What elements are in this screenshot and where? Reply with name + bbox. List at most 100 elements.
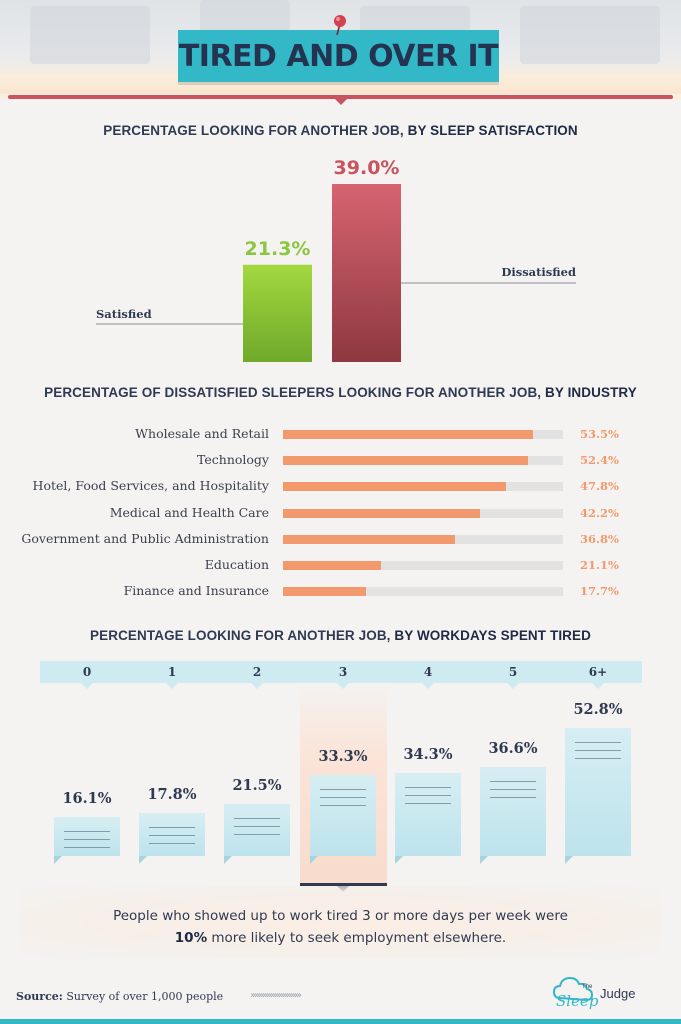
- industry-bar-track: [283, 430, 563, 439]
- industry-label: Finance and Insurance: [123, 583, 269, 599]
- note-fold: [54, 855, 62, 864]
- workday-tick: 0: [52, 661, 122, 689]
- workday-value-label: 36.6%: [488, 740, 538, 758]
- industry-row: Wholesale and Retail 53.5%: [0, 425, 681, 445]
- workday-tick: 4: [393, 661, 463, 689]
- workday-tick-label: 0: [82, 665, 92, 679]
- category-label-satisfied: Satisfied: [96, 307, 152, 321]
- title-banner: TIRED AND OVER IT: [178, 30, 499, 82]
- workday-tick: 2: [222, 661, 292, 689]
- highlight-baseline: [300, 883, 387, 886]
- industry-row: Technology 52.4%: [0, 451, 681, 471]
- chart-title-workdays-tired: PERCENTAGE LOOKING FOR ANOTHER JOB, BY W…: [0, 628, 681, 643]
- note-line: [149, 842, 195, 844]
- industry-bar: [283, 534, 455, 544]
- note-fold: [310, 855, 318, 864]
- note-line: [490, 789, 536, 791]
- note-line: [64, 846, 110, 848]
- callout-line-1: People who showed up to work tired 3 or …: [113, 908, 568, 924]
- pushpin-icon: [334, 15, 346, 36]
- sleep-satisfaction-chart: 21.3% 39.0% Satisfied Dissatisfied: [96, 157, 576, 362]
- note-line: [490, 797, 536, 799]
- note-fold: [395, 855, 403, 864]
- industry-bar: [283, 587, 366, 597]
- note-line: [234, 817, 280, 819]
- industry-value-label: 17.7%: [580, 584, 619, 599]
- industry-bar: [283, 430, 533, 439]
- industry-label: Hotel, Food Services, and Hospitality: [32, 478, 269, 494]
- industry-label: Education: [204, 557, 269, 572]
- workday-tick-label: 6+: [588, 665, 608, 679]
- note-line: [575, 742, 621, 743]
- industry-value-label: 53.5%: [580, 427, 619, 441]
- note-line: [405, 794, 451, 796]
- callout-background: [20, 886, 661, 958]
- category-label-dissatisfied: Dissatisfied: [501, 265, 576, 279]
- chart-title-emphasis: BY SLEEP SATISFACTION: [407, 123, 578, 138]
- source-label: Source:: [16, 990, 63, 1003]
- note-fold: [480, 855, 488, 864]
- bar-satisfied: [243, 264, 312, 362]
- workday-tick: 1: [137, 661, 207, 689]
- note-line: [575, 750, 621, 751]
- industry-bar-track: [283, 508, 563, 518]
- tick-pointer: [166, 683, 178, 689]
- workday-bar: [565, 728, 631, 864]
- tick-pointer: [81, 683, 93, 689]
- industry-value-label: 21.1%: [580, 558, 619, 572]
- workday-tick-label: 3: [338, 665, 348, 679]
- chart-title-industry: PERCENTAGE OF DISSATISFIED SLEEPERS LOOK…: [0, 385, 681, 400]
- workday-bar: [310, 775, 376, 864]
- page-title: TIRED AND OVER IT: [178, 38, 499, 74]
- note-line: [64, 830, 110, 832]
- industry-bar-track: [283, 561, 563, 570]
- note-line: [234, 833, 280, 835]
- industry-label: Medical and Health Care: [109, 504, 269, 520]
- cloud-logo-icon: Sleep The: [552, 976, 599, 1010]
- source-note: Source: Survey of over 1,000 people: [16, 990, 223, 1003]
- bar-dissatisfied: [332, 184, 401, 362]
- header-divider-notch: [335, 99, 347, 105]
- workday-value-label: 34.3%: [403, 745, 453, 763]
- industry-bar: [283, 456, 528, 466]
- industry-row: Finance and Insurance 17.7%: [0, 582, 681, 602]
- industry-bar-track: [283, 456, 563, 466]
- workday-tick-label: 5: [508, 665, 518, 679]
- header-divider: [8, 95, 673, 99]
- logo-script: Sleep: [556, 992, 599, 1010]
- industry-label: Technology: [197, 452, 269, 468]
- workday-value-label: 17.8%: [147, 785, 197, 803]
- note-line: [405, 802, 451, 804]
- industry-bar: [283, 482, 507, 492]
- note-fold: [139, 855, 147, 864]
- industry-value-label: 52.4%: [580, 453, 619, 468]
- chevron-divider: ›››››››››››››››››››››››››: [250, 990, 302, 1001]
- workday-bar: [54, 816, 120, 864]
- workday-bar: [480, 767, 546, 864]
- workday-tick: 3: [308, 661, 378, 689]
- tick-pointer: [592, 683, 604, 689]
- industry-label: Wholesale and Retail: [135, 426, 269, 441]
- tick-pointer: [422, 683, 434, 689]
- industry-bar-track: [283, 587, 563, 597]
- workday-tick: 5: [478, 661, 548, 689]
- note-line: [64, 838, 110, 840]
- chart-title-emphasis: BY INDUSTRY: [545, 385, 637, 400]
- workday-bar: [224, 803, 290, 864]
- data-label-dissatisfied: 39.0%: [334, 157, 400, 179]
- note-line: [234, 825, 280, 827]
- note-line: [149, 826, 195, 828]
- chart-title-prefix: PERCENTAGE OF DISSATISFIED SLEEPERS LOOK…: [44, 385, 542, 400]
- sleep-judge-logo: Sleep The Judge: [552, 974, 662, 1010]
- workday-value-label: 33.3%: [318, 748, 368, 766]
- industry-bar-track: [283, 534, 563, 544]
- callout-text: People who showed up to work tired 3 or …: [40, 905, 641, 949]
- industry-bar-track: [283, 482, 563, 492]
- note-line: [575, 758, 621, 759]
- callout-line-2: more likely to seek employment elsewhere…: [207, 930, 507, 946]
- industry-row: Hotel, Food Services, and Hospitality 47.…: [0, 477, 681, 497]
- chart-title-prefix: PERCENTAGE LOOKING FOR ANOTHER JOB,: [90, 628, 391, 643]
- industry-value-label: 42.2%: [580, 505, 619, 520]
- header-stripe: [0, 74, 681, 94]
- note-line: [149, 834, 195, 836]
